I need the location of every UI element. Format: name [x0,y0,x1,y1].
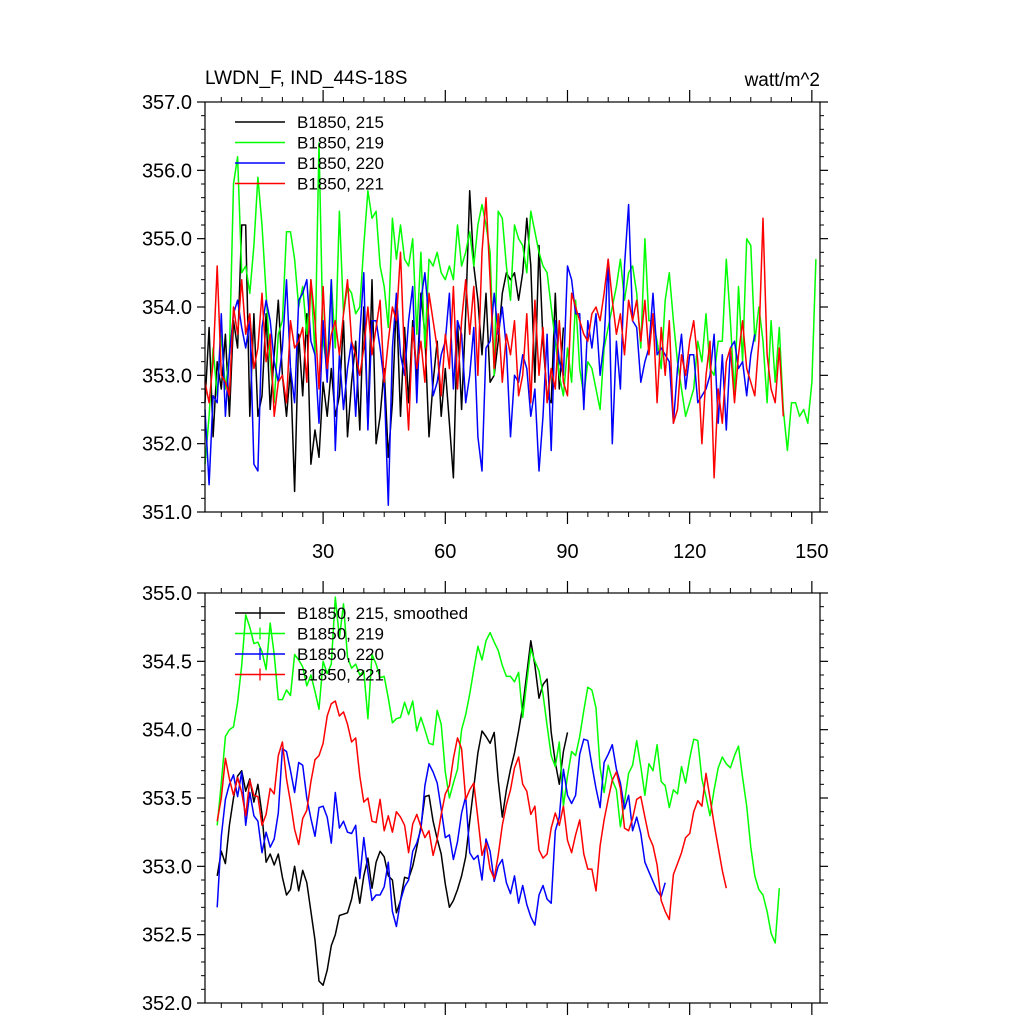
y-tick-label: 356.0 [142,160,192,182]
y-tick-label: 354.5 [142,651,192,673]
x-tick-label: 30 [312,541,334,563]
x-tick-label: 90 [556,541,578,563]
series-line-raw-b1850-219 [204,142,817,465]
y-tick-label: 357.0 [142,92,192,114]
series-line-raw-b1850-221 [204,196,785,479]
legend-label: B1850, 220 [297,154,384,173]
y-tick-label: 355.0 [142,229,192,251]
y-tick-label: 354.0 [142,720,192,742]
legend-label: B1850, 220 [297,645,384,664]
y-tick-label: 352.0 [142,434,192,456]
y-tick-label: 354.0 [142,297,192,319]
chart-title: LWDN_F, IND_44S-18S [205,68,407,89]
y-tick-label: 353.0 [142,365,192,387]
x-tick-label: 150 [795,541,828,563]
legend-label: B1850, 219 [297,134,384,153]
y-tick-label: 352.5 [142,925,192,947]
series-line-smoothed-b1850-220 [216,738,666,928]
series-line-smoothed-b1850-221 [216,700,728,921]
y-tick-label: 355.0 [142,583,192,605]
legend-label: B1850, 215, smoothed [297,604,468,623]
legend-label: B1850, 215 [297,113,384,132]
y-tick-label: 351.0 [142,502,192,524]
series-line-smoothed-b1850-215 [216,640,569,986]
x-tick-label: 60 [434,541,456,563]
y-tick-label: 353.0 [142,856,192,878]
top-panel: 351.0 352.0 353.0 354.0 355.0 356.0 357.0 30 60 9… [142,90,829,563]
chart-units: watt/m^2 [744,70,820,91]
legend-label: B1850, 221 [297,666,384,685]
bottom-panel: 352.0 352.5 353.0 353.5 354.0 354.5 355.0 B1850… [142,581,828,1015]
series-line-smoothed-b1850-219 [216,596,781,944]
series-line-raw-b1850-220 [204,203,756,506]
legend-label: B1850, 221 [297,175,384,194]
x-tick-label: 120 [673,541,706,563]
y-tick-label: 353.5 [142,788,192,810]
y-tick-label: 352.0 [142,993,192,1015]
legend-label: B1850, 219 [297,625,384,644]
